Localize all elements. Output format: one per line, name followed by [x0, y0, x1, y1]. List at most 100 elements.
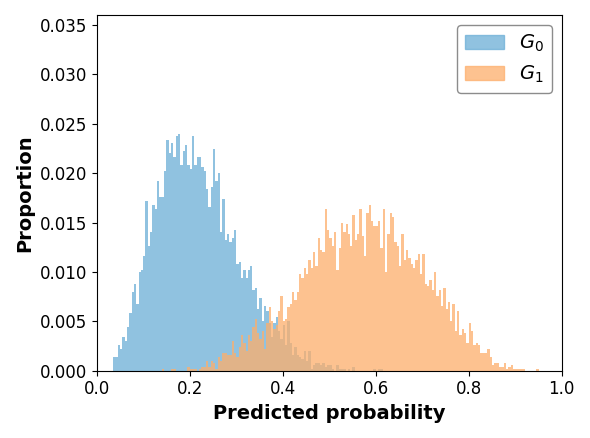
Bar	[238, 347, 241, 371]
Bar	[359, 208, 362, 371]
Bar	[478, 345, 480, 371]
Bar	[343, 233, 346, 371]
Bar	[211, 187, 213, 371]
Bar	[411, 264, 413, 371]
Bar	[339, 248, 341, 371]
Bar	[473, 345, 476, 371]
Bar	[117, 345, 120, 371]
Bar	[150, 233, 152, 371]
Bar	[485, 353, 487, 371]
Bar	[192, 369, 194, 371]
Bar	[204, 367, 206, 371]
Bar	[348, 369, 350, 371]
Bar	[285, 319, 287, 371]
Bar	[502, 367, 504, 371]
Bar	[257, 310, 260, 371]
Bar	[143, 256, 146, 371]
Bar	[460, 335, 462, 371]
Bar	[278, 311, 280, 371]
Bar	[201, 367, 204, 371]
Bar	[453, 304, 455, 371]
Bar	[181, 165, 183, 371]
Bar	[471, 331, 473, 371]
Bar	[394, 242, 396, 371]
Bar	[536, 369, 539, 371]
Bar	[236, 264, 238, 371]
Bar	[343, 369, 346, 371]
Bar	[267, 311, 269, 371]
Bar	[383, 208, 385, 371]
Bar	[225, 353, 227, 371]
Bar	[273, 323, 276, 371]
Bar	[299, 274, 301, 371]
Bar	[290, 304, 292, 371]
Bar	[262, 321, 264, 371]
Bar	[215, 369, 218, 371]
Bar	[297, 292, 299, 371]
Bar	[373, 369, 376, 371]
Bar	[188, 165, 189, 371]
Bar	[115, 357, 117, 371]
Bar	[322, 363, 325, 371]
Bar	[267, 323, 269, 371]
Bar	[306, 274, 309, 371]
Bar	[188, 367, 189, 371]
Bar	[515, 369, 517, 371]
Bar	[332, 246, 334, 371]
Bar	[381, 248, 383, 371]
Bar	[346, 225, 348, 371]
Bar	[373, 226, 376, 371]
Bar	[227, 234, 230, 371]
Bar	[253, 290, 255, 371]
Bar	[152, 205, 155, 371]
Bar	[352, 367, 355, 371]
Bar	[327, 230, 329, 371]
Bar	[194, 369, 196, 371]
Bar	[243, 343, 245, 371]
Bar	[211, 361, 213, 371]
Bar	[494, 363, 497, 371]
Bar	[127, 327, 129, 371]
Bar	[450, 321, 453, 371]
Bar	[320, 365, 322, 371]
Bar	[269, 323, 271, 371]
Bar	[139, 272, 141, 371]
Bar	[218, 357, 220, 371]
Bar	[159, 197, 162, 371]
Bar	[509, 367, 510, 371]
Bar	[487, 349, 490, 371]
Bar	[341, 369, 343, 371]
Bar	[504, 363, 506, 371]
Bar	[329, 238, 332, 371]
Bar	[364, 256, 366, 371]
Bar	[255, 319, 257, 371]
Bar	[336, 365, 339, 371]
Bar	[218, 173, 220, 371]
Bar	[220, 361, 222, 371]
Bar	[350, 246, 352, 371]
Bar	[173, 369, 176, 371]
Bar	[222, 353, 225, 371]
Bar	[134, 284, 136, 371]
Bar	[271, 321, 273, 371]
Bar	[276, 325, 278, 371]
Bar	[199, 369, 201, 371]
Bar	[213, 363, 215, 371]
Bar	[348, 234, 350, 371]
Bar	[192, 135, 194, 371]
Bar	[208, 207, 211, 371]
Bar	[510, 365, 513, 371]
Bar	[341, 223, 343, 371]
Bar	[285, 345, 287, 371]
Bar	[462, 329, 464, 371]
Bar	[248, 335, 250, 371]
Bar	[413, 268, 415, 371]
Bar	[304, 351, 306, 371]
Bar	[264, 349, 267, 371]
Bar	[445, 310, 448, 371]
Bar	[327, 365, 329, 371]
Bar	[245, 351, 248, 371]
Bar	[171, 144, 173, 371]
Bar	[448, 301, 450, 371]
Bar	[173, 157, 176, 371]
